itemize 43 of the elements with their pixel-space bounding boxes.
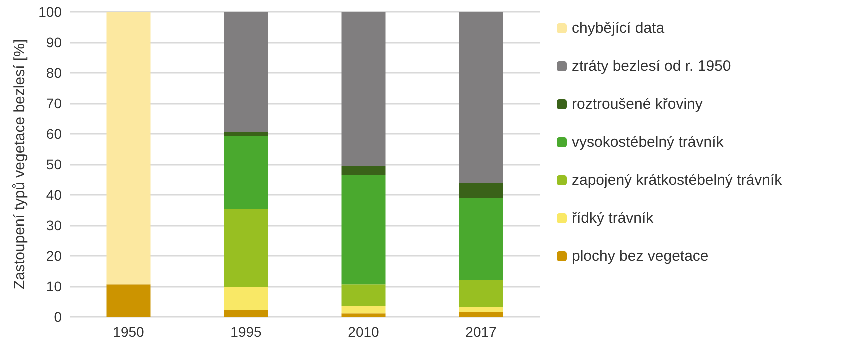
bar: [459, 312, 504, 317]
bar: [224, 132, 268, 136]
bar: [459, 183, 504, 198]
legend-label: řídký trávník: [572, 210, 654, 227]
y-tick-label: 70: [46, 96, 62, 112]
legend-label: zapojený krátkostébelný trávník: [572, 172, 783, 189]
y-tick-label: 20: [46, 248, 62, 264]
legend-label: plochy bez vegetace: [572, 248, 709, 265]
bar: [459, 308, 504, 312]
y-axis-title: Zastoupení typů vegetace bezlesí [%]: [12, 39, 29, 290]
y-tick-label: 50: [46, 156, 62, 172]
bar: [342, 314, 386, 317]
bar: [342, 175, 386, 285]
bar: [459, 198, 504, 280]
bar: [224, 310, 268, 317]
y-tick-label: 80: [46, 65, 62, 81]
y-tick-label: 30: [46, 218, 62, 234]
bar: [224, 12, 268, 132]
y-tick-label: 60: [46, 126, 62, 142]
bar: [106, 284, 151, 317]
legend-label: ztráty bezlesí od r. 1950: [572, 58, 732, 75]
bar: [106, 12, 151, 285]
legend-label: vysokostébelný trávník: [572, 134, 724, 151]
legend-label: roztroušené křoviny: [572, 96, 704, 113]
y-tick-label: 100: [38, 4, 62, 20]
bar: [224, 136, 268, 210]
y-tick-label: 40: [46, 187, 62, 203]
bar: [224, 287, 268, 310]
x-tick-label: 2010: [348, 324, 380, 340]
x-tick-label: 1995: [230, 324, 262, 340]
y-tick-label: 10: [46, 278, 62, 294]
bar: [342, 284, 386, 306]
y-tick-label: 90: [46, 34, 62, 50]
bar: [342, 12, 386, 166]
legend-label: chybějící data: [572, 20, 666, 37]
x-tick-label: 1950: [113, 324, 145, 340]
bar: [459, 280, 504, 308]
bar: [342, 166, 386, 176]
bar: [342, 306, 386, 314]
bar: [224, 209, 268, 288]
x-tick-label: 2017: [466, 324, 498, 340]
y-tick-label: 0: [54, 309, 62, 325]
bar: [459, 12, 504, 184]
